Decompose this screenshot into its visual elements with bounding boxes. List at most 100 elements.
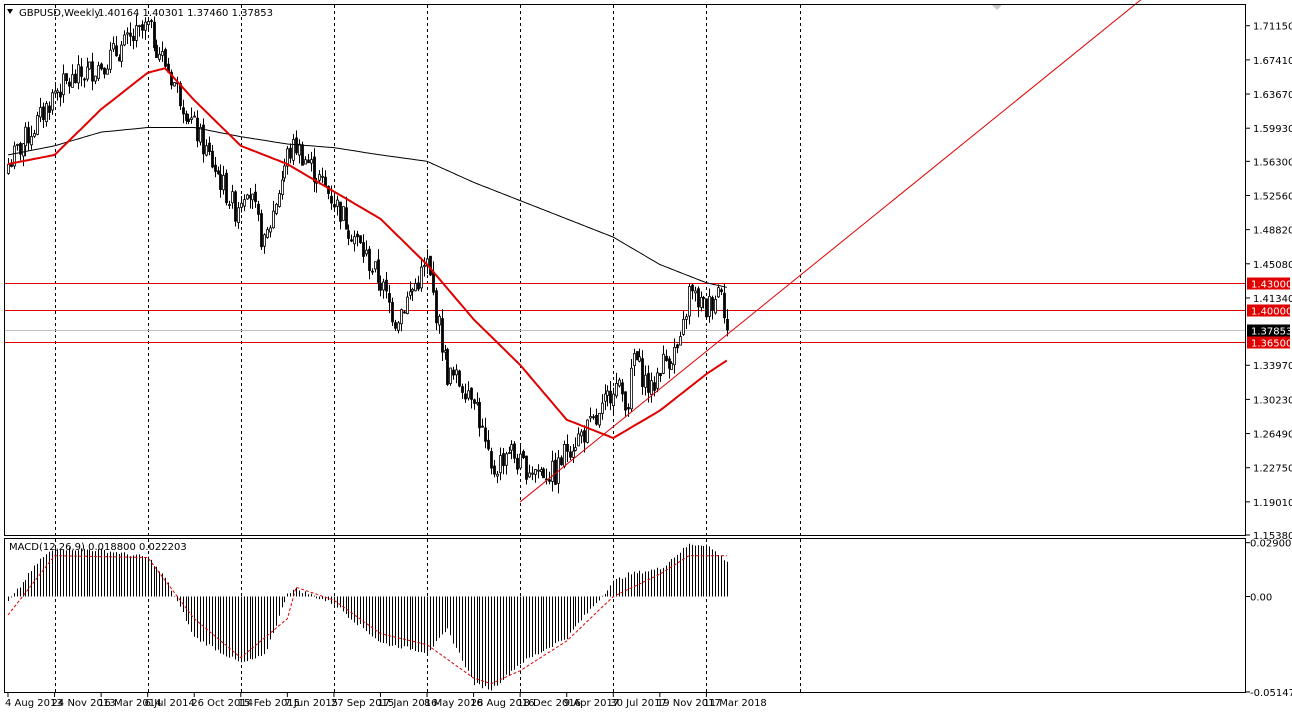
candle-up <box>537 469 540 472</box>
candle-down <box>490 451 493 469</box>
candle-up <box>365 249 368 255</box>
candle-down <box>208 142 211 152</box>
candle-up <box>39 107 42 118</box>
candle-down <box>641 358 644 387</box>
x-tick-label: 17 Jan 2016 <box>377 698 437 709</box>
candle-down <box>702 296 705 300</box>
candle-down <box>379 282 382 291</box>
candle-down <box>665 355 668 362</box>
candle-down <box>569 451 572 458</box>
y-tick-label: 1.19010 <box>1253 498 1292 509</box>
support-trendline[interactable] <box>519 0 1245 503</box>
candle-up <box>679 336 682 346</box>
y-tick-label: 1.59930 <box>1253 124 1292 135</box>
candle-down <box>185 113 188 121</box>
candle-down <box>153 21 156 49</box>
candle-down <box>493 465 496 475</box>
y-tick-label: 1.30230 <box>1253 395 1292 406</box>
candle-up <box>22 143 25 157</box>
candle-down <box>202 124 205 155</box>
candle-up <box>400 309 403 325</box>
candle-down <box>182 107 185 115</box>
x-tick-label: 6 Jul 2014 <box>145 698 195 709</box>
candle-down <box>362 242 365 257</box>
candle-down <box>653 382 656 391</box>
candle-down <box>359 235 362 243</box>
candle-up <box>615 383 618 397</box>
x-tick-label: 4 Aug 2013 <box>5 698 63 709</box>
candle-down <box>516 457 519 470</box>
candle-down <box>429 255 432 276</box>
x-tick-label: 15 Feb 2015 <box>238 698 300 709</box>
candle-up <box>237 207 240 223</box>
x-tick-label: 8 May 2016 <box>424 698 483 709</box>
candle-down <box>115 45 118 57</box>
candle-up <box>138 25 141 27</box>
candle-up <box>685 316 688 320</box>
candle-up <box>700 296 703 308</box>
macd-y-tick-label: -0.051476 <box>1250 688 1292 699</box>
candle-down <box>356 233 359 238</box>
collapse-arrow-icon[interactable] <box>7 9 13 14</box>
candle-up <box>336 199 339 207</box>
candle-down <box>80 66 83 77</box>
candle-up <box>455 369 458 376</box>
candle-down <box>65 73 68 81</box>
shift-marker-icon[interactable] <box>992 5 1002 10</box>
candle-down <box>254 191 257 203</box>
candle-up <box>7 163 10 174</box>
candle-up <box>449 367 452 384</box>
candle-down <box>260 213 263 248</box>
candle-up <box>682 318 685 335</box>
candle-up <box>604 393 607 402</box>
candle-up <box>510 444 513 451</box>
candle-down <box>484 427 487 442</box>
candle-down <box>461 386 464 393</box>
candle-down <box>83 78 86 81</box>
y-tick-label: 1.71150 <box>1253 22 1292 33</box>
candle-down <box>502 453 505 467</box>
candle-up <box>16 144 19 146</box>
current-price-tag <box>1247 324 1290 337</box>
candle-down <box>330 195 333 204</box>
candle-up <box>205 145 208 156</box>
candle-up <box>580 431 583 437</box>
candle-up <box>528 472 531 478</box>
candle-up <box>586 419 589 443</box>
candle-up <box>24 126 27 147</box>
candle-down <box>470 387 473 400</box>
candle-up <box>126 32 129 35</box>
candle-up <box>272 210 275 229</box>
candle-up <box>563 444 566 467</box>
candle-up <box>193 115 196 118</box>
candle-down <box>659 372 662 376</box>
candle-up <box>656 372 659 389</box>
candle-down <box>566 443 569 452</box>
candle-up <box>409 291 412 296</box>
candle-up <box>292 139 295 161</box>
ohlc-values: 1.40164 1.40301 1.37460 1.37853 <box>98 8 273 19</box>
candle-up <box>13 145 16 167</box>
candle-down <box>388 293 391 303</box>
candle-up <box>406 296 409 314</box>
candle-down <box>234 191 237 222</box>
fast-moving-average <box>7 67 728 440</box>
candle-up <box>688 286 691 317</box>
candle-up <box>551 460 554 482</box>
candle-up <box>423 265 426 268</box>
x-tick-label: 28 Aug 2016 <box>471 698 535 709</box>
candle-down <box>624 391 627 411</box>
candle-up <box>112 43 115 50</box>
x-tick-label: 30 Jul 2017 <box>610 698 667 709</box>
candle-down <box>100 63 103 70</box>
x-tick-label: 18 Dec 2016 <box>517 698 581 709</box>
candle-up <box>56 90 59 93</box>
candle-down <box>59 91 62 98</box>
candle-down <box>10 164 13 167</box>
candle-down <box>723 292 726 319</box>
grid-layer <box>55 5 801 692</box>
moving-averages <box>7 67 728 440</box>
candle-down <box>129 32 132 37</box>
